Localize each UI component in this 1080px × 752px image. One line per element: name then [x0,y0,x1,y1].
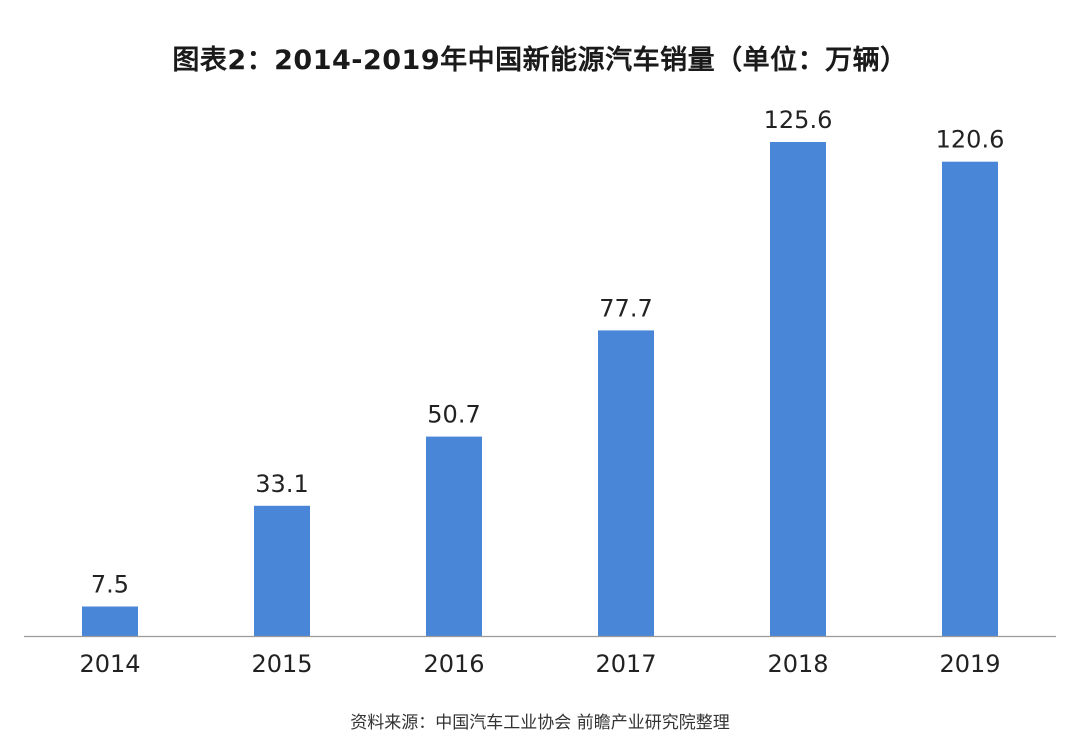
category-label-2018: 2018 [767,650,828,678]
bar-2017 [598,330,654,636]
category-label-2016: 2016 [423,650,484,678]
value-label-2015: 33.1 [255,470,308,498]
source-note: 资料来源：中国汽车工业协会 前瞻产业研究院整理 [350,713,730,733]
bar-2015 [254,505,310,636]
category-label-2015: 2015 [251,650,312,678]
category-label-2014: 2014 [79,650,140,678]
bar-2018 [770,142,826,636]
bars-group [82,142,998,636]
bar-2016 [426,436,482,636]
value-label-2016: 50.7 [427,401,480,429]
value-label-2017: 77.7 [599,294,652,322]
value-label-2018: 125.6 [764,106,833,134]
category-label-2019: 2019 [939,650,1000,678]
chart-title: 图表2：2014-2019年中国新能源汽车销量（单位：万辆） [172,45,908,76]
bar-2019 [942,161,998,636]
category-labels-group: 2014 2015 2016 2017 2018 2019 [79,650,1000,678]
category-label-2017: 2017 [595,650,656,678]
value-label-2014: 7.5 [91,571,129,599]
value-labels-group: 7.5 33.1 50.7 77.7 125.6 120.6 [91,106,1004,599]
value-label-2019: 120.6 [936,126,1005,154]
bar-2014 [82,606,138,636]
